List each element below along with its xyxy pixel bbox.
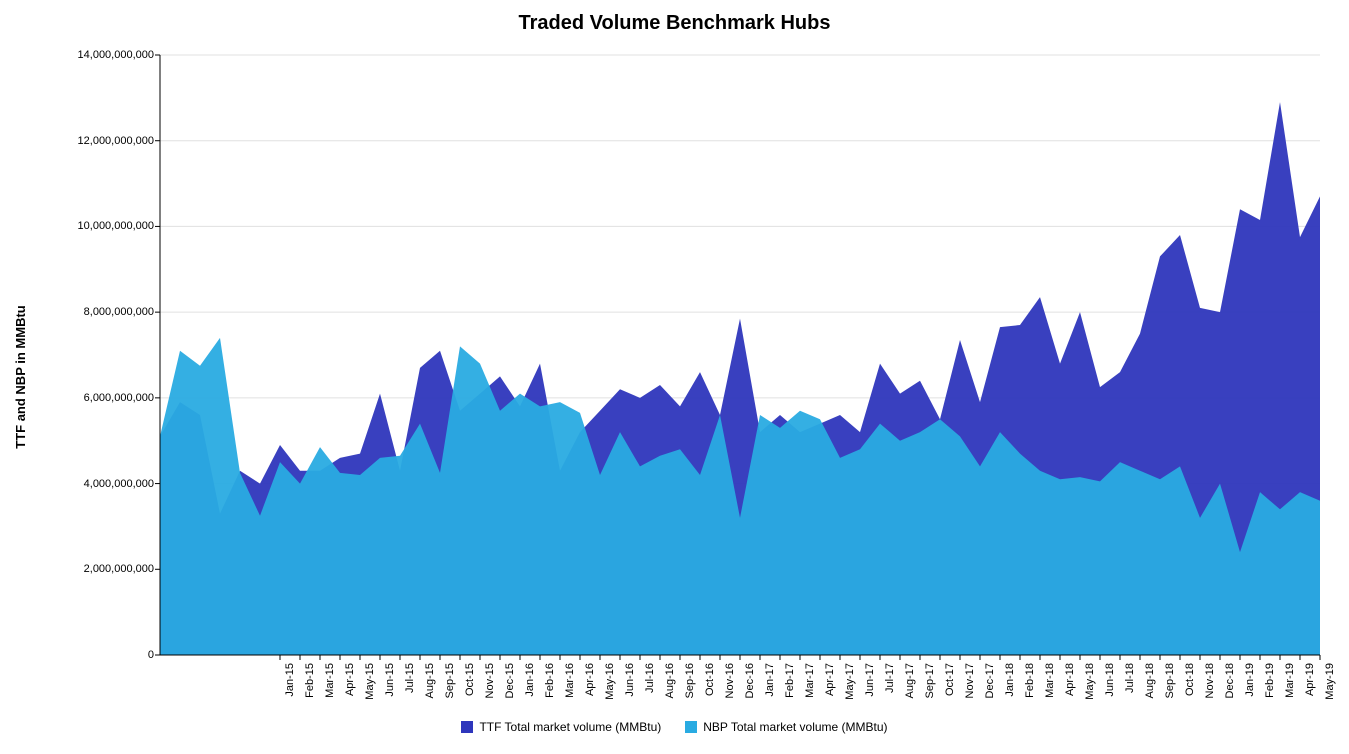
area-chart-plot — [160, 55, 1320, 655]
x-tick-label: Jan-17 — [764, 663, 776, 697]
x-tick-label: Mar-18 — [1044, 663, 1056, 698]
y-tick-label: 14,000,000,000 — [78, 49, 154, 61]
x-tick-label: Feb-15 — [304, 663, 316, 698]
chart-legend: TTF Total market volume (MMBtu) NBP Total… — [0, 720, 1349, 736]
x-tick-label: Mar-19 — [1284, 663, 1296, 698]
x-tick-label: May-16 — [604, 663, 616, 700]
y-tick-label: 12,000,000,000 — [78, 135, 154, 147]
x-tick-label: Feb-16 — [544, 663, 556, 698]
legend-item: NBP Total market volume (MMBtu) — [685, 720, 887, 734]
x-tick-label: Apr-18 — [1064, 663, 1076, 696]
legend-label: NBP Total market volume (MMBtu) — [703, 720, 887, 734]
x-tick-label: Dec-17 — [984, 663, 996, 698]
x-tick-label: Aug-17 — [904, 663, 916, 698]
x-tick-label: Sep-16 — [684, 663, 696, 698]
x-tick-label: Oct-15 — [464, 663, 476, 696]
x-tick-label: Jul-18 — [1124, 663, 1136, 693]
x-tick-label: Jun-15 — [384, 663, 396, 697]
x-tick-label: Apr-16 — [584, 663, 596, 696]
legend-item: TTF Total market volume (MMBtu) — [461, 720, 661, 734]
x-tick-label: Jan-18 — [1004, 663, 1016, 697]
x-tick-label: Mar-16 — [564, 663, 576, 698]
x-tick-label: Feb-19 — [1264, 663, 1276, 698]
x-tick-label: Nov-17 — [964, 663, 976, 698]
y-tick-label: 2,000,000,000 — [84, 563, 154, 575]
legend-swatch — [685, 721, 697, 733]
x-tick-label: Oct-18 — [1184, 663, 1196, 696]
x-tick-label: May-17 — [844, 663, 856, 700]
x-tick-label: Nov-18 — [1204, 663, 1216, 698]
chart-container: Traded Volume Benchmark Hubs TTF and NBP… — [0, 0, 1349, 754]
y-tick-label: 4,000,000,000 — [84, 478, 154, 490]
x-tick-label: Apr-15 — [344, 663, 356, 696]
x-tick-label: Feb-18 — [1024, 663, 1036, 698]
y-tick-label: 8,000,000,000 — [84, 306, 154, 318]
x-tick-label: Sep-17 — [924, 663, 936, 698]
x-tick-label: Aug-16 — [664, 663, 676, 698]
legend-label: TTF Total market volume (MMBtu) — [479, 720, 661, 734]
x-tick-label: Dec-15 — [504, 663, 516, 698]
x-tick-label: May-18 — [1084, 663, 1096, 700]
x-tick-label: Jan-16 — [524, 663, 536, 697]
x-tick-label: Apr-19 — [1304, 663, 1316, 696]
x-tick-label: May-15 — [364, 663, 376, 700]
x-tick-label: Oct-17 — [944, 663, 956, 696]
x-tick-label: Aug-18 — [1144, 663, 1156, 698]
y-tick-label: 6,000,000,000 — [84, 392, 154, 404]
legend-swatch — [461, 721, 473, 733]
y-tick-label: 10,000,000,000 — [78, 220, 154, 232]
chart-title: Traded Volume Benchmark Hubs — [0, 12, 1349, 35]
x-tick-label: Jun-17 — [864, 663, 876, 697]
x-tick-label: Jun-18 — [1104, 663, 1116, 697]
x-tick-label: Jul-17 — [884, 663, 896, 693]
x-tick-label: May-19 — [1324, 663, 1336, 700]
x-tick-label: Jul-15 — [404, 663, 416, 693]
x-tick-label: Apr-17 — [824, 663, 836, 696]
x-tick-label: Sep-18 — [1164, 663, 1176, 698]
x-tick-label: Dec-18 — [1224, 663, 1236, 698]
x-tick-label: Jan-19 — [1244, 663, 1256, 697]
x-tick-label: Jun-16 — [624, 663, 636, 697]
x-tick-label: Nov-15 — [484, 663, 496, 698]
x-tick-label: Nov-16 — [724, 663, 736, 698]
x-tick-label: Mar-15 — [324, 663, 336, 698]
x-tick-label: Sep-15 — [444, 663, 456, 698]
x-tick-label: Feb-17 — [784, 663, 796, 698]
x-tick-label: Oct-16 — [704, 663, 716, 696]
y-tick-label: 0 — [148, 649, 154, 661]
x-axis-ticks: Jan-15 Feb-15 Mar-15 Apr-15 May-15 Jun-15 Jul-… — [160, 663, 1320, 723]
x-tick-label: Jan-15 — [284, 663, 296, 697]
x-tick-label: Jul-16 — [644, 663, 656, 693]
x-tick-label: Dec-16 — [744, 663, 756, 698]
x-tick-label: Aug-15 — [424, 663, 436, 698]
y-axis-ticks: 02,000,000,0004,000,000,0006,000,000,000… — [0, 55, 154, 655]
x-tick-label: Mar-17 — [804, 663, 816, 698]
